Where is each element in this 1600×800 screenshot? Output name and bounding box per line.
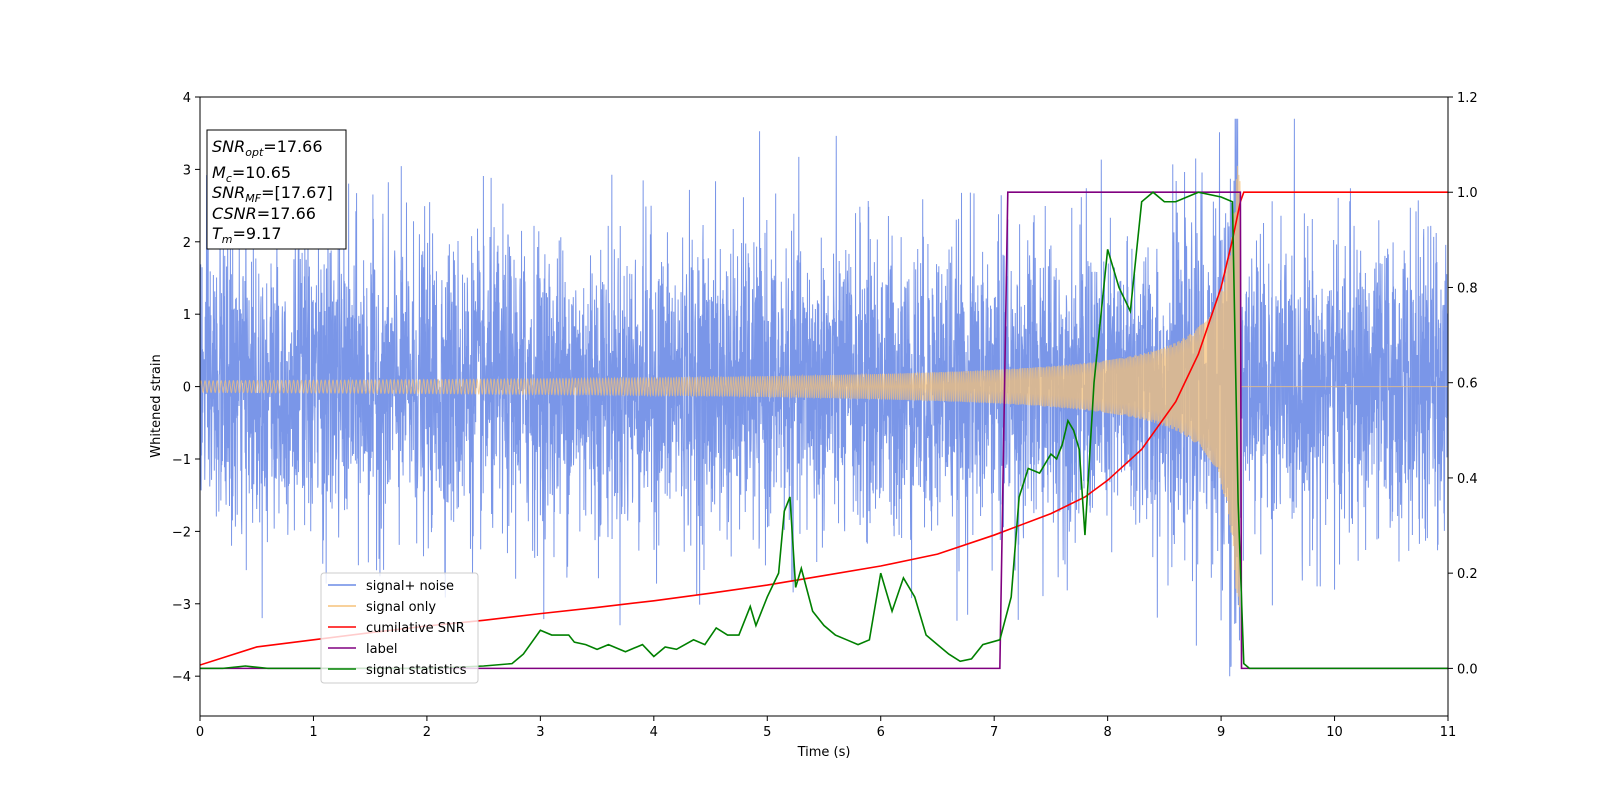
x-tick-label: 1 (309, 725, 317, 740)
legend-label-cumulative-snr: cumilative SNR (366, 621, 465, 636)
y-left-tick-label: −3 (172, 598, 191, 613)
y-left-tick-label: 0 (183, 381, 191, 396)
y-left-tick-label: 4 (183, 91, 191, 106)
legend-frame (320, 572, 479, 684)
y-axis-label: Whitened strain (149, 354, 164, 457)
series-signal-statistics-line (200, 191, 1448, 670)
y-right-tick-label: 0.2 (1457, 567, 1478, 582)
y-right-tick-label: 1.2 (1457, 91, 1478, 106)
annotation-box: SNRopt=17.66 Mc=10.65 SNRMF=[17.67] CSNR… (206, 129, 347, 250)
y-right-tick-label: 0.0 (1457, 662, 1478, 677)
x-tick-label: 4 (650, 725, 658, 740)
y-right-tick-label: 0.8 (1457, 281, 1478, 296)
plot-frame (199, 96, 1449, 717)
x-tick-label: 3 (536, 725, 544, 740)
x-tick-label: 0 (196, 725, 204, 740)
x-axis: 0 1 2 3 4 5 6 7 8 9 10 11 (196, 716, 1456, 740)
annot-snr-opt: SNRopt=17.66 (212, 137, 323, 159)
legend-label-signal-only: signal only (366, 600, 436, 615)
legend: signal+ noise signal only cumilative SNR… (320, 572, 479, 684)
x-tick-label: 11 (1440, 725, 1457, 740)
series-signal-only-line (200, 165, 1448, 608)
x-tick-label: 9 (1217, 725, 1225, 740)
x-tick-label: 8 (1103, 725, 1111, 740)
y-axis-right: 0.0 0.2 0.4 0.6 0.8 1.0 1.2 (1448, 91, 1478, 677)
y-left-tick-label: −4 (172, 670, 191, 685)
x-tick-label: 2 (423, 725, 431, 740)
annot-csnr: CSNR=17.66 (212, 204, 316, 223)
x-axis-label: Time (s) (797, 745, 851, 760)
y-right-tick-label: 1.0 (1457, 186, 1478, 201)
y-left-tick-label: 3 (183, 163, 191, 178)
x-tick-label: 6 (877, 725, 885, 740)
y-right-tick-label: 0.4 (1457, 472, 1478, 487)
x-tick-label: 10 (1326, 725, 1343, 740)
annot-snr-mf: SNRMF=[17.67] (212, 183, 333, 205)
annot-mc: Mc=10.65 (212, 163, 291, 185)
y-axis-left: −4 −3 −2 −1 0 1 2 3 4 (172, 91, 200, 685)
y-left-tick-label: −2 (172, 525, 191, 540)
legend-label-signal-noise: signal+ noise (366, 579, 454, 594)
legend-label-signal-statistics: signal statistics (366, 663, 467, 678)
annot-tm: Tm=9.17 (212, 224, 282, 246)
x-tick-label: 7 (990, 725, 998, 740)
legend-label-label: label (366, 642, 397, 657)
x-tick-label: 5 (763, 725, 771, 740)
y-left-tick-label: 1 (183, 308, 191, 323)
y-left-tick-label: 2 (183, 236, 191, 251)
y-right-tick-label: 0.6 (1457, 377, 1478, 392)
y-left-tick-label: −1 (172, 453, 191, 468)
